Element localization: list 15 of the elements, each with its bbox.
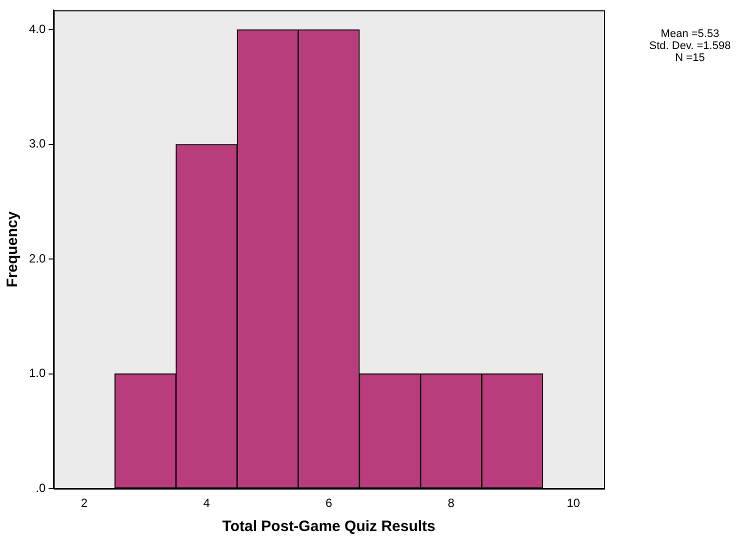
- y-tick-label: 3.0: [28, 136, 46, 151]
- y-axis-title: Frequency: [4, 210, 22, 288]
- y-tick-label: .0: [36, 480, 46, 495]
- y-tick-label: 1.0: [28, 366, 46, 380]
- x-tick-label: 4: [203, 496, 210, 510]
- text: Std. Dev. =1.598: [648, 40, 732, 52]
- x-axis-title: Total Post-Game Quiz Results: [222, 518, 436, 536]
- text: N =15: [674, 52, 706, 64]
- y-tick-label: 4.0: [28, 22, 46, 36]
- y-tick-label: 2.0: [28, 251, 46, 266]
- x-tick-label: 6: [325, 496, 332, 510]
- x-tick-label: 10: [566, 496, 580, 510]
- text: Mean =5.53: [660, 28, 720, 40]
- x-tick-label: 2: [80, 496, 88, 510]
- x-tick-label: 8: [448, 496, 455, 510]
